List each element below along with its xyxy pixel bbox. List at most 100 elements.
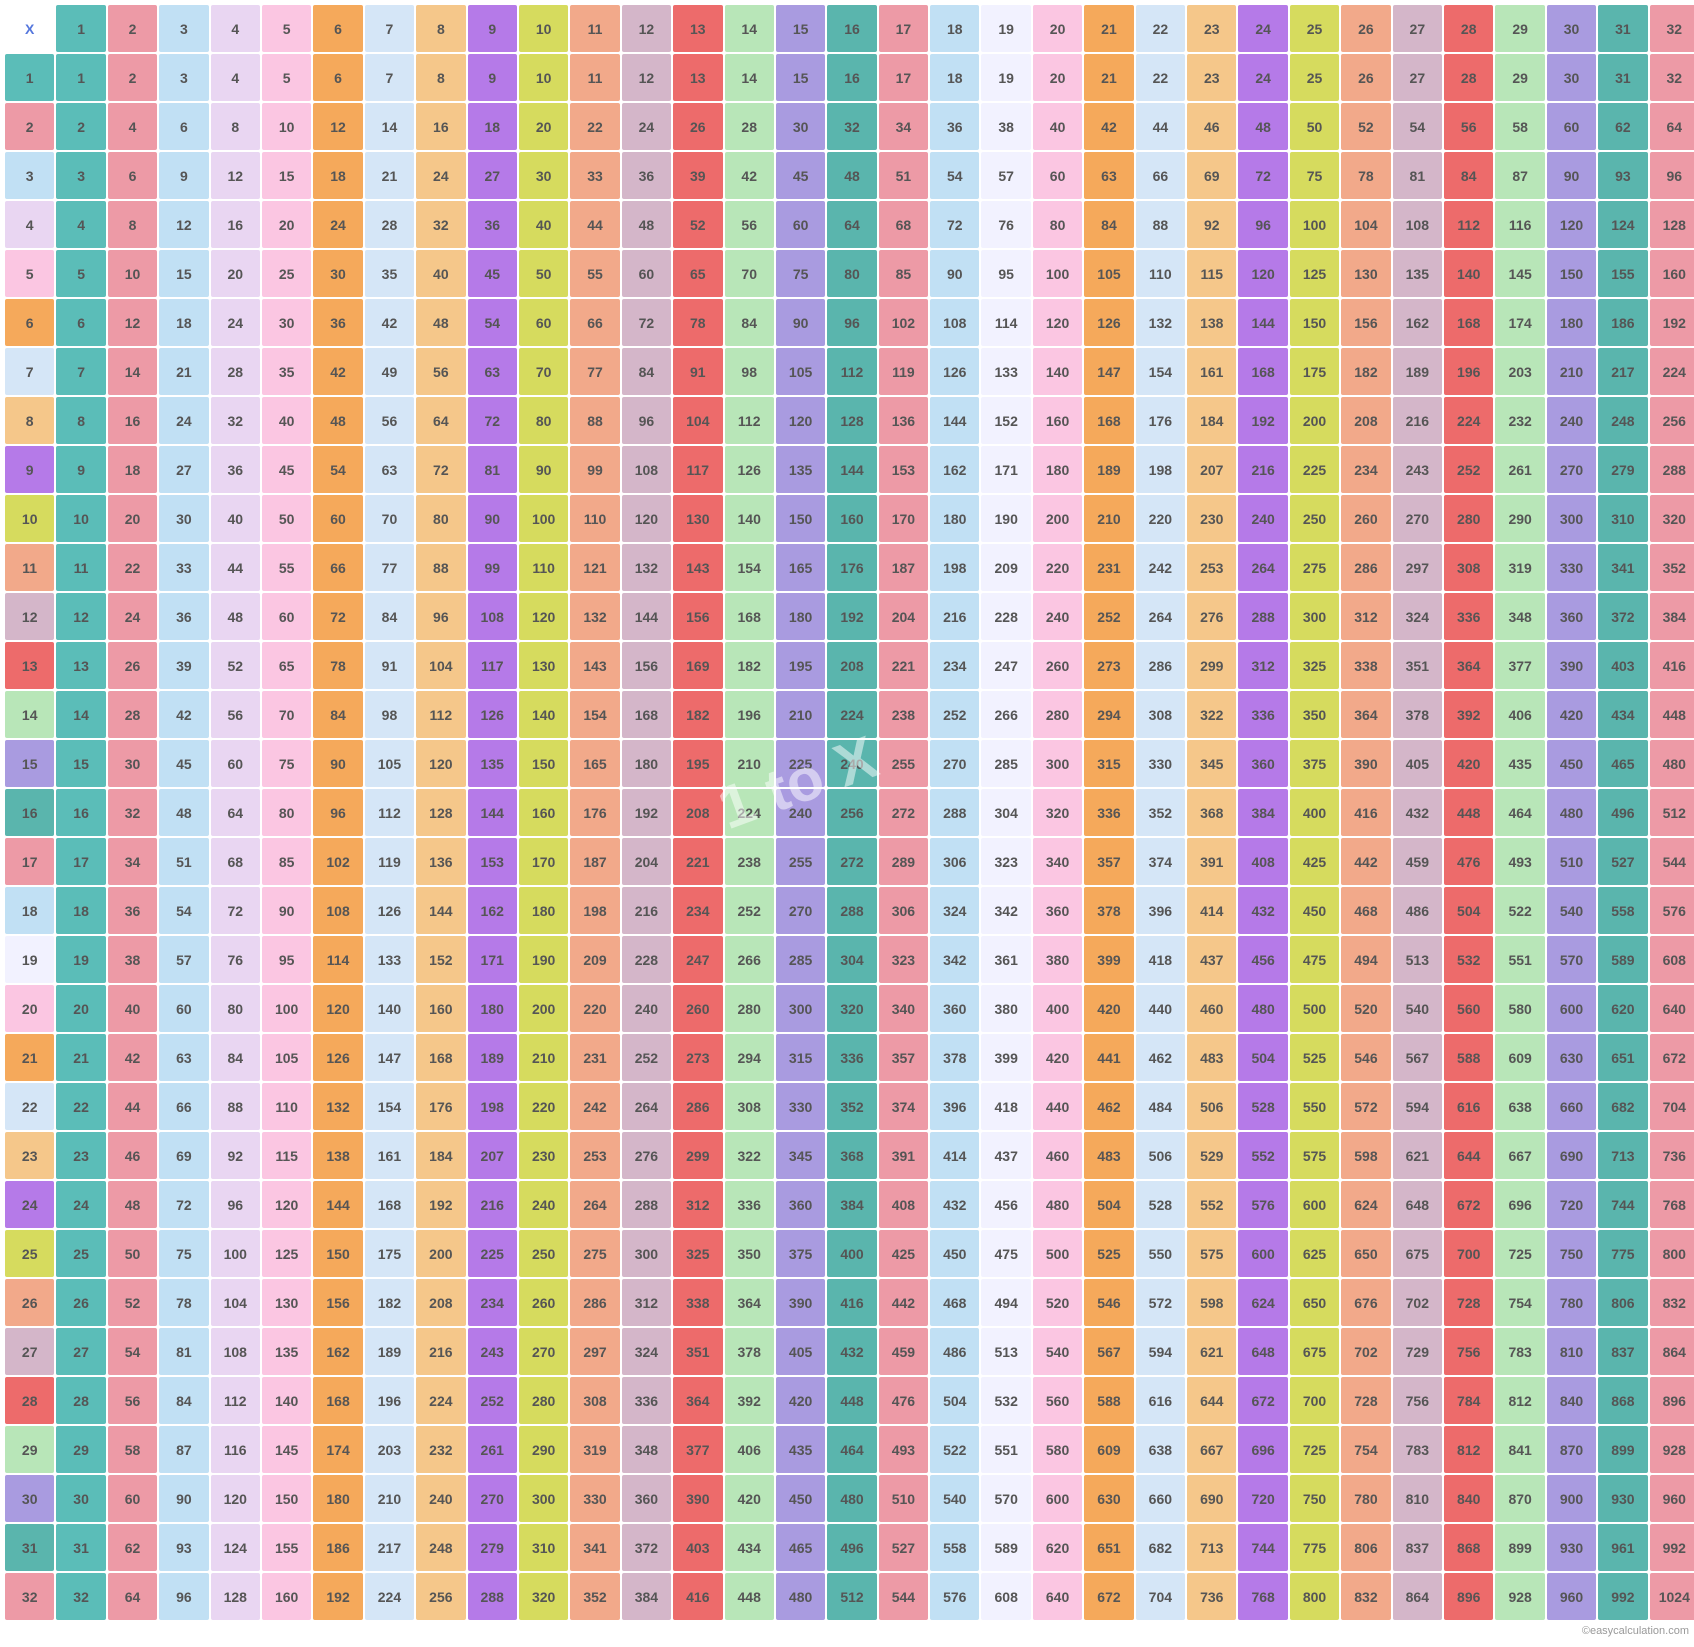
product-cell: 217	[1598, 348, 1647, 395]
col-header: 19	[981, 5, 1030, 52]
row-header: 20	[5, 985, 54, 1032]
product-cell: 99	[468, 544, 517, 591]
product-cell: 864	[1650, 1328, 1694, 1375]
product-cell: 928	[1650, 1426, 1694, 1473]
product-cell: 147	[365, 1034, 414, 1081]
product-cell: 32	[108, 789, 157, 836]
product-cell: 504	[1238, 1034, 1287, 1081]
product-cell: 104	[211, 1279, 260, 1326]
product-cell: 66	[313, 544, 362, 591]
product-cell: 160	[519, 789, 568, 836]
product-cell: 168	[725, 593, 774, 640]
product-cell: 243	[1393, 446, 1442, 493]
product-cell: 143	[673, 544, 722, 591]
product-cell: 208	[673, 789, 722, 836]
product-cell: 589	[981, 1524, 1030, 1571]
product-cell: 90	[1547, 152, 1596, 199]
product-cell: 754	[1341, 1426, 1390, 1473]
product-cell: 169	[673, 642, 722, 689]
product-cell: 308	[570, 1377, 619, 1424]
product-cell: 630	[1084, 1475, 1133, 1522]
product-cell: 29	[56, 1426, 105, 1473]
row-header: 11	[5, 544, 54, 591]
product-cell: 6	[108, 152, 157, 199]
product-cell: 864	[1393, 1573, 1442, 1620]
product-cell: 465	[1598, 740, 1647, 787]
product-cell: 476	[1444, 838, 1493, 885]
product-cell: 390	[1547, 642, 1596, 689]
product-cell: 116	[211, 1426, 260, 1473]
product-cell: 228	[981, 593, 1030, 640]
product-cell: 609	[1084, 1426, 1133, 1473]
product-cell: 40	[416, 250, 465, 297]
product-cell: 162	[930, 446, 979, 493]
col-header: 29	[1495, 5, 1544, 52]
product-cell: 18	[159, 299, 208, 346]
product-cell: 126	[725, 446, 774, 493]
product-cell: 594	[1393, 1083, 1442, 1130]
product-cell: 324	[1393, 593, 1442, 640]
product-cell: 352	[1136, 789, 1185, 836]
product-cell: 21	[56, 1034, 105, 1081]
product-cell: 464	[1495, 789, 1544, 836]
product-cell: 270	[930, 740, 979, 787]
product-cell: 87	[159, 1426, 208, 1473]
product-cell: 60	[211, 740, 260, 787]
product-cell: 90	[313, 740, 362, 787]
product-cell: 416	[827, 1279, 876, 1326]
product-cell: 16	[211, 201, 260, 248]
product-cell: 224	[416, 1377, 465, 1424]
col-header: 17	[879, 5, 928, 52]
product-cell: 24	[622, 103, 671, 150]
product-cell: 144	[468, 789, 517, 836]
product-cell: 64	[211, 789, 260, 836]
product-cell: 161	[365, 1132, 414, 1179]
row-header: 21	[5, 1034, 54, 1081]
product-cell: 504	[1084, 1181, 1133, 1228]
product-cell: 78	[673, 299, 722, 346]
product-cell: 8	[416, 54, 465, 101]
product-cell: 38	[108, 936, 157, 983]
product-cell: 644	[1187, 1377, 1236, 1424]
product-cell: 420	[776, 1377, 825, 1424]
product-cell: 252	[725, 887, 774, 934]
product-cell: 54	[108, 1328, 157, 1375]
product-cell: 60	[159, 985, 208, 1032]
product-cell: 506	[1136, 1132, 1185, 1179]
product-cell: 810	[1547, 1328, 1596, 1375]
product-cell: 638	[1136, 1426, 1185, 1473]
product-cell: 98	[725, 348, 774, 395]
product-cell: 378	[1084, 887, 1133, 934]
product-cell: 276	[622, 1132, 671, 1179]
product-cell: 7	[56, 348, 105, 395]
product-cell: 225	[776, 740, 825, 787]
product-cell: 696	[1238, 1426, 1287, 1473]
product-cell: 528	[1136, 1181, 1185, 1228]
product-cell: 216	[416, 1328, 465, 1375]
product-cell: 240	[827, 740, 876, 787]
product-cell: 667	[1495, 1132, 1544, 1179]
product-cell: 45	[468, 250, 517, 297]
product-cell: 110	[519, 544, 568, 591]
product-cell: 930	[1547, 1524, 1596, 1571]
product-cell: 459	[1393, 838, 1442, 885]
product-cell: 6	[56, 299, 105, 346]
product-cell: 416	[1650, 642, 1694, 689]
col-header: 15	[776, 5, 825, 52]
product-cell: 672	[1444, 1181, 1493, 1228]
product-cell: 725	[1290, 1426, 1339, 1473]
product-cell: 100	[1290, 201, 1339, 248]
product-cell: 352	[570, 1573, 619, 1620]
product-cell: 232	[416, 1426, 465, 1473]
product-cell: 44	[108, 1083, 157, 1130]
product-cell: 418	[1136, 936, 1185, 983]
row-header: 1	[5, 54, 54, 101]
product-cell: 126	[1084, 299, 1133, 346]
product-cell: 1024	[1650, 1573, 1694, 1620]
product-cell: 120	[1033, 299, 1082, 346]
product-cell: 320	[1033, 789, 1082, 836]
product-cell: 870	[1547, 1426, 1596, 1473]
product-cell: 42	[1084, 103, 1133, 150]
product-cell: 390	[673, 1475, 722, 1522]
product-cell: 319	[1495, 544, 1544, 591]
